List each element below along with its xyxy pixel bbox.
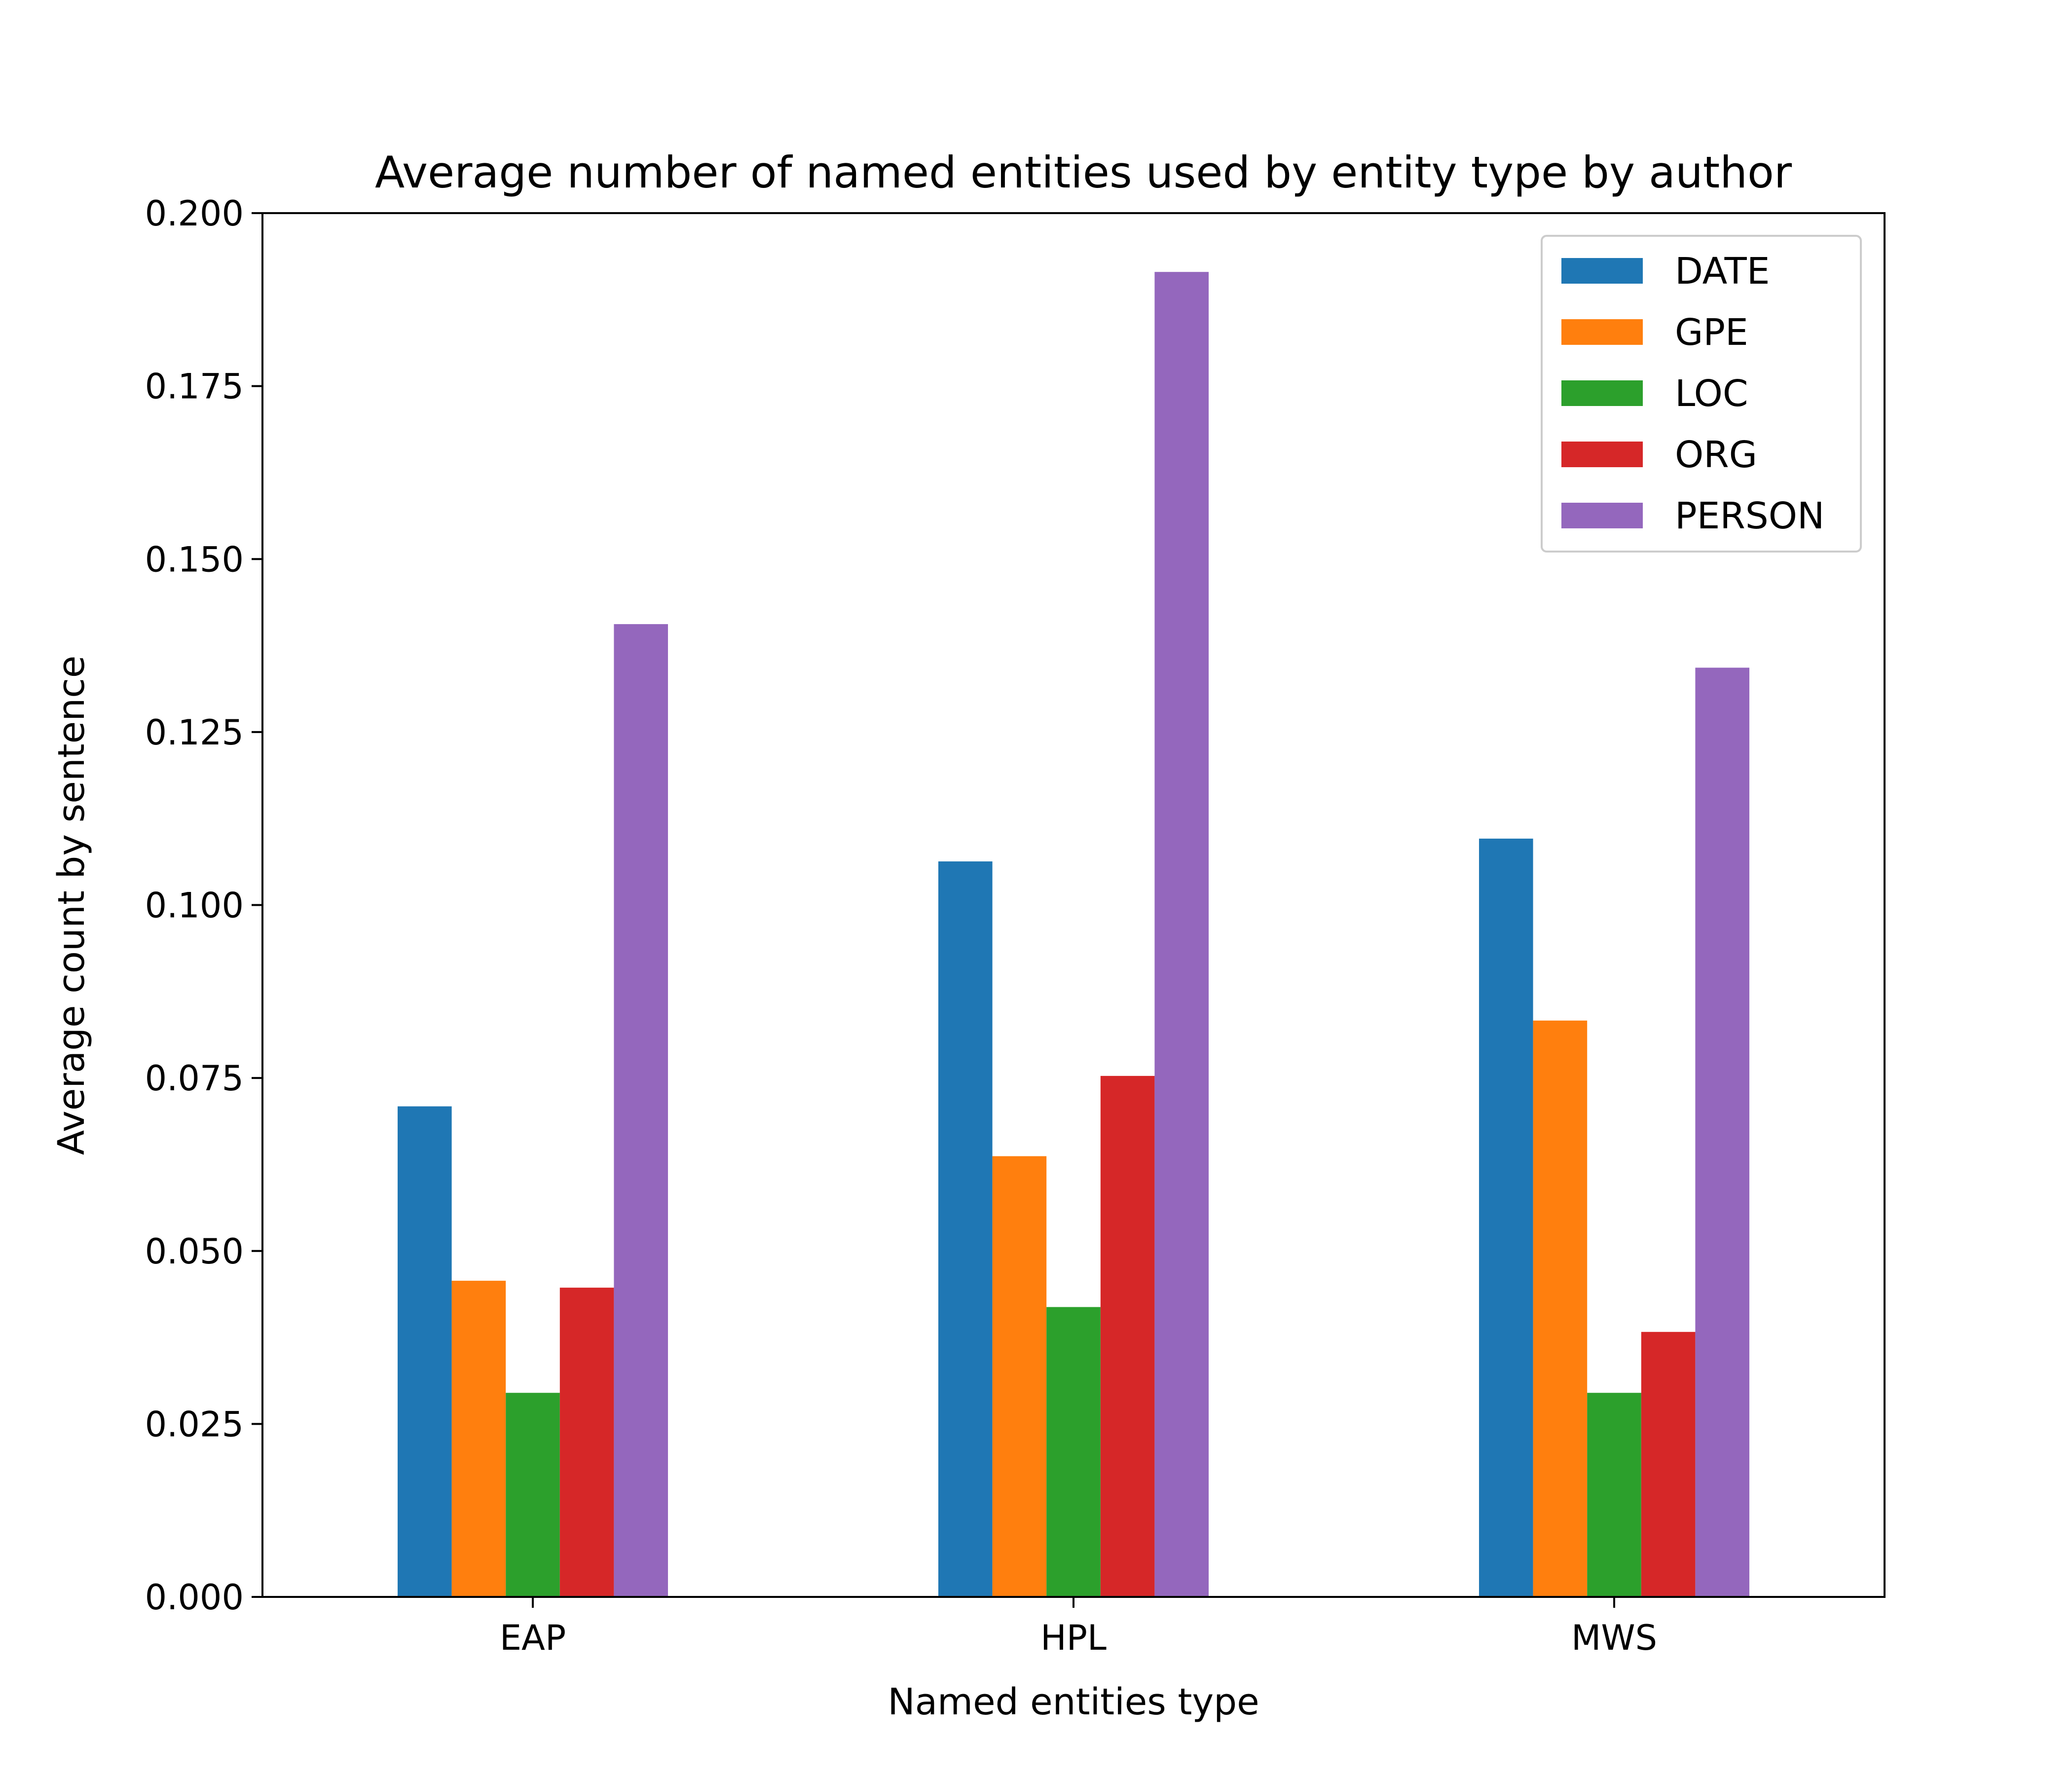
legend-label-loc: LOC	[1675, 372, 1748, 415]
y-axis-label: Average count by sentence	[50, 656, 93, 1155]
bar-hpl-person	[1154, 272, 1209, 1597]
y-tick-label: 0.100	[145, 886, 244, 926]
bar-hpl-gpe	[992, 1156, 1047, 1597]
bar-mws-org	[1641, 1332, 1696, 1597]
x-axis-label: Named entities type	[888, 1681, 1259, 1723]
y-tick-label: 0.000	[145, 1577, 244, 1618]
y-tick-label: 0.175	[145, 367, 244, 407]
y-tick-label: 0.025	[145, 1404, 244, 1444]
bar-eap-person	[614, 624, 668, 1597]
y-tick-label: 0.050	[145, 1231, 244, 1272]
x-tick-label: MWS	[1571, 1618, 1657, 1658]
legend-swatch-date	[1561, 258, 1643, 284]
y-tick-label: 0.200	[145, 193, 244, 234]
y-tick-label: 0.125	[145, 712, 244, 753]
legend-swatch-person	[1561, 503, 1643, 528]
bar-mws-loc	[1587, 1393, 1641, 1597]
bar-eap-gpe	[451, 1281, 506, 1597]
bar-eap-org	[559, 1288, 614, 1597]
y-tick-label: 0.150	[145, 539, 244, 580]
x-tick-label: EAP	[500, 1618, 566, 1658]
legend: DATE GPE LOC ORG PERSON	[1541, 235, 1862, 553]
legend-swatch-loc	[1561, 380, 1643, 406]
bar-eap-date	[398, 1106, 452, 1597]
bars-group	[398, 272, 1749, 1597]
legend-frame	[1541, 235, 1862, 553]
bar-mws-person	[1695, 667, 1749, 1597]
legend-label-person: PERSON	[1675, 495, 1824, 537]
plot-frame	[261, 212, 1886, 1598]
bar-eap-loc	[506, 1393, 560, 1597]
legend-label-gpe: GPE	[1675, 311, 1748, 354]
x-tick-label: HPL	[1040, 1618, 1107, 1658]
legend-label-date: DATE	[1675, 250, 1770, 293]
bar-hpl-org	[1100, 1075, 1155, 1597]
bar-hpl-date	[938, 861, 993, 1597]
y-axis-ticks: 0.000 0.025 0.050 0.075 0.100 0.125 0.150 0.175…	[145, 193, 262, 1618]
legend-label-org: ORG	[1675, 434, 1757, 476]
bar-mws-gpe	[1533, 1020, 1588, 1597]
legend-swatch-gpe	[1561, 319, 1643, 345]
chart-title: Average number of named entities used by…	[375, 147, 1792, 198]
x-axis-ticks: EAP HPL MWS	[500, 1597, 1657, 1658]
y-tick-label: 0.075	[145, 1058, 244, 1099]
bar-hpl-loc	[1046, 1307, 1101, 1597]
legend-swatch-org	[1561, 442, 1643, 467]
bar-mws-date	[1479, 838, 1533, 1597]
